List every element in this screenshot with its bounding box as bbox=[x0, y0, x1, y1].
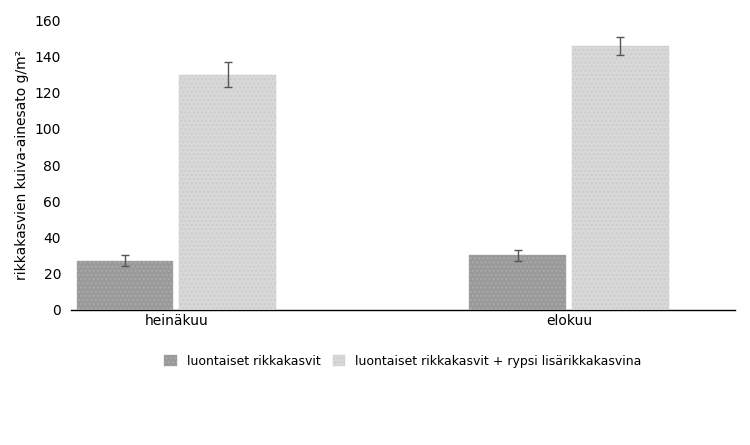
Bar bbox=[470, 255, 566, 310]
Legend: luontaiset rikkakasvit, luontaiset rikkakasvit + rypsi lisärikkakasvina: luontaiset rikkakasvit, luontaiset rikka… bbox=[159, 350, 646, 372]
Bar bbox=[572, 46, 668, 310]
Bar bbox=[76, 261, 173, 310]
Y-axis label: rikkakasvien kuiva-ainesato g/m²: rikkakasvien kuiva-ainesato g/m² bbox=[15, 50, 29, 280]
Bar bbox=[179, 75, 276, 310]
